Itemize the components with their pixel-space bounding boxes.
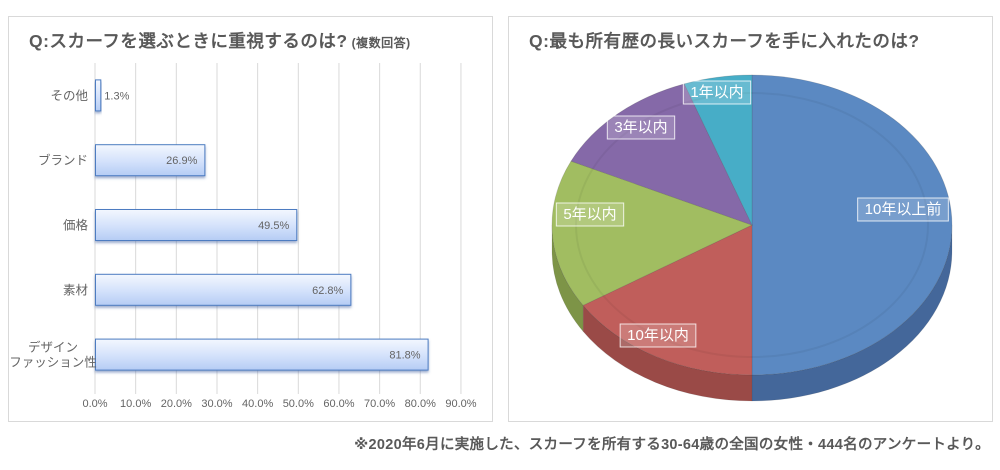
pie-slice-label-box bbox=[555, 202, 625, 227]
bar bbox=[95, 338, 429, 371]
pie-slice-label: 10年以内 bbox=[627, 327, 689, 344]
value-label: 49.5% bbox=[258, 220, 289, 232]
x-tick-label: 50.0% bbox=[283, 398, 314, 410]
category-label: 価格 bbox=[63, 218, 89, 233]
pie-slice bbox=[570, 83, 753, 226]
pie-chart-title-text: Q:最も所有歴の長いスカーフを手に入れたのは? bbox=[529, 31, 920, 51]
pie-slice-label-box bbox=[606, 115, 676, 140]
pie-slice bbox=[751, 74, 953, 376]
category-label: その他 bbox=[50, 89, 88, 103]
pie-slice-label-box bbox=[619, 323, 697, 348]
value-label: 1.3% bbox=[104, 90, 129, 102]
pie-slice bbox=[582, 224, 753, 376]
bar bbox=[95, 144, 206, 177]
x-tick-label: 40.0% bbox=[242, 398, 273, 410]
bar-chart-title-suffix: (複数回答) bbox=[351, 36, 411, 50]
bar bbox=[95, 273, 352, 306]
value-label: 62.8% bbox=[312, 285, 343, 297]
bar-chart-title: Q:スカーフを選ぶときに重視するのは? (複数回答) bbox=[29, 28, 484, 53]
pie-chart-panel: Q:最も所有歴の長いスカーフを手に入れたのは? 10年以上前 10年以内 5年以内 3… bbox=[508, 16, 993, 422]
bar-chart-title-text: Q:スカーフを選ぶときに重視するのは? bbox=[29, 31, 348, 51]
bar bbox=[95, 209, 298, 241]
pie-chart: 10年以上前 10年以内 5年以内 3年以内 1年以内 bbox=[551, 74, 953, 402]
value-label: 81.8% bbox=[389, 350, 420, 362]
pie-chart-title: Q:最も所有歴の長いスカーフを手に入れたのは? bbox=[529, 28, 984, 53]
x-tick-label: 20.0% bbox=[161, 398, 192, 410]
x-tick-label: 30.0% bbox=[201, 398, 232, 410]
pie-slice bbox=[683, 74, 753, 226]
pie-slice-label: 1年以内 bbox=[690, 84, 743, 101]
pie-bevel-ring bbox=[575, 92, 929, 358]
pie-slice bbox=[551, 160, 753, 306]
category-label-line: デザイン bbox=[28, 340, 78, 355]
bar-chart: 0.0% 10.0% 20.0% 30.0% 40.0% 50.0% 60.0% 70.0% 8… bbox=[9, 63, 477, 410]
x-tick-label: 80.0% bbox=[405, 398, 436, 410]
category-label: デザインファッション性 bbox=[9, 340, 97, 370]
x-tick-label: 0.0% bbox=[82, 398, 107, 410]
pie-slice-label-box bbox=[682, 80, 752, 105]
bar-chart-panel: Q:スカーフを選ぶときに重視するのは? (複数回答) 0.0% 10.0% 20.0%… bbox=[8, 16, 493, 422]
pie-slice-label: 10年以上前 bbox=[865, 201, 942, 218]
category-label: 素材 bbox=[63, 283, 88, 297]
x-tick-label: 60.0% bbox=[323, 398, 354, 410]
category-label-line: ファッション性 bbox=[9, 356, 97, 370]
value-label: 26.9% bbox=[166, 155, 197, 167]
pie-slice-label: 5年以内 bbox=[563, 206, 616, 223]
pie-slice-label: 3年以内 bbox=[614, 119, 667, 136]
x-tick-label: 70.0% bbox=[364, 398, 395, 410]
x-tick-label: 10.0% bbox=[120, 398, 151, 410]
bar bbox=[95, 79, 102, 112]
x-tick-label: 90.0% bbox=[445, 398, 476, 410]
pie-slice-label-box bbox=[857, 197, 949, 222]
survey-footnote: ※2020年6月に実施した、スカーフを所有する30-64歳の全国の女性・444名… bbox=[354, 437, 990, 453]
category-label: ブランド bbox=[38, 153, 88, 168]
